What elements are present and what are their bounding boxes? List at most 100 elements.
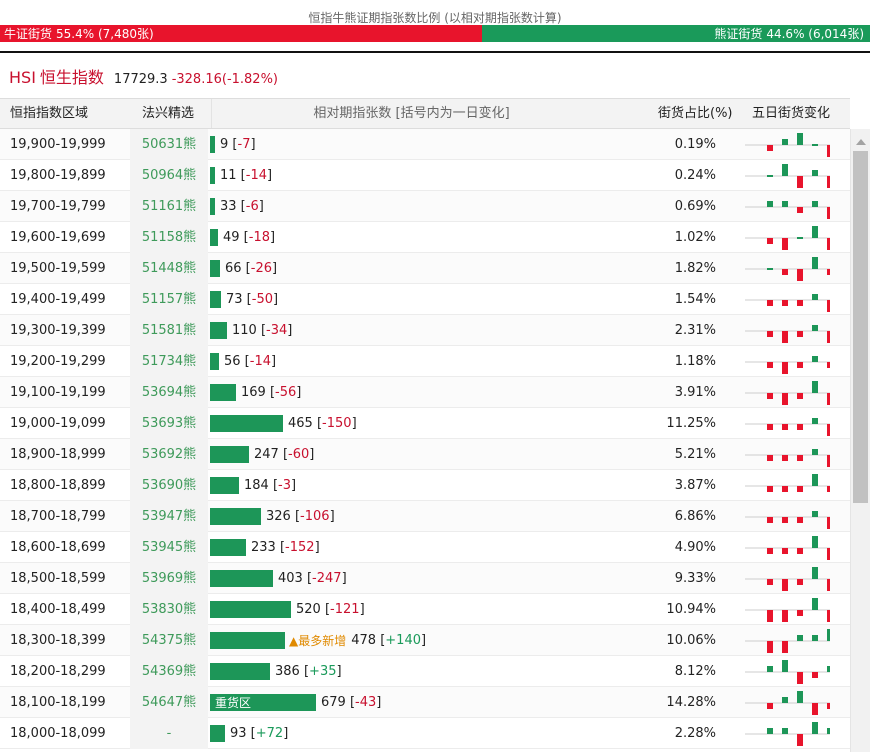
five-day-chart — [745, 160, 830, 191]
five-day-bar — [812, 511, 818, 517]
count-number: 679 — [321, 695, 346, 710]
five-day-bar — [767, 728, 773, 734]
five-day-bar — [767, 145, 773, 151]
count-value: 11 [-14] — [220, 168, 273, 183]
five-day-bar — [782, 139, 788, 145]
pick-link[interactable]: 54647熊 — [130, 687, 208, 718]
five-day-bar — [767, 331, 773, 337]
count-number: 110 — [232, 323, 257, 338]
count-bar-cell: 49 [-18] — [210, 229, 275, 246]
table-row: 19,600-19,699 51158熊 49 [-18] 1.02% — [0, 222, 850, 253]
scroll-up-arrow[interactable] — [856, 139, 866, 145]
five-day-bar — [827, 269, 830, 275]
pick-link[interactable]: 50631熊 — [130, 129, 208, 160]
index-code[interactable]: HSI — [9, 68, 36, 87]
five-day-bar — [767, 238, 773, 244]
range-cell: 19,200-19,299 — [10, 354, 106, 369]
count-bar-cell: 326 [-106] — [210, 508, 335, 525]
five-day-bar — [812, 418, 818, 424]
pick-link[interactable]: 53947熊 — [130, 501, 208, 532]
pick-link[interactable]: 53692熊 — [130, 439, 208, 470]
daily-change: -18 — [248, 230, 270, 245]
range-cell: 19,100-19,199 — [10, 385, 106, 400]
pick-link[interactable]: 50964熊 — [130, 160, 208, 191]
pick-link: - — [130, 718, 208, 749]
five-day-bar — [812, 598, 818, 610]
pick-link[interactable]: 51581熊 — [130, 315, 208, 346]
five-day-bar — [782, 300, 788, 306]
range-cell: 18,600-18,699 — [10, 540, 106, 555]
five-day-bar — [782, 424, 788, 430]
bear-percent: 44.6% (6,014张) — [766, 27, 864, 41]
count-number: 49 — [223, 230, 240, 245]
pick-link[interactable]: 53694熊 — [130, 377, 208, 408]
five-day-bar — [812, 703, 818, 715]
pick-link[interactable]: 51158熊 — [130, 222, 208, 253]
daily-change: -43 — [355, 695, 377, 710]
pick-link[interactable]: 51157熊 — [130, 284, 208, 315]
table-row: 19,700-19,799 51161熊 33 [-6] 0.69% — [0, 191, 850, 222]
five-day-chart — [745, 191, 830, 222]
count-bar — [210, 725, 225, 742]
daily-change: -121 — [330, 602, 360, 617]
table-row: 18,000-18,099 - 93 [+72] 2.28% — [0, 718, 850, 749]
daily-change: -14 — [249, 354, 271, 369]
count-bar-cell: 66 [-26] — [210, 260, 277, 277]
five-day-bar — [797, 610, 803, 616]
index-name[interactable]: 恒生指数 — [39, 68, 104, 87]
five-day-bar — [812, 567, 818, 579]
table-row: 18,600-18,699 53945熊 233 [-152] 4.90% — [0, 532, 850, 563]
count-bar-cell: 520 [-121] — [210, 601, 365, 618]
pick-link[interactable]: 51161熊 — [130, 191, 208, 222]
pick-link[interactable]: 53693熊 — [130, 408, 208, 439]
five-day-chart — [745, 222, 830, 253]
count-value: 110 [-34] — [232, 323, 293, 338]
pick-link[interactable]: 54369熊 — [130, 656, 208, 687]
percent-cell: 8.12% — [674, 664, 716, 679]
daily-change: -106 — [300, 509, 330, 524]
percent-cell: 2.31% — [674, 323, 716, 338]
five-day-bar — [797, 486, 803, 492]
scrollbar[interactable] — [850, 129, 870, 752]
five-day-bar — [767, 268, 773, 270]
five-day-bar — [797, 455, 803, 461]
five-day-chart — [745, 501, 830, 532]
five-day-bar — [797, 635, 803, 641]
pick-link[interactable]: 54375熊 — [130, 625, 208, 656]
count-number: 465 — [288, 416, 313, 431]
five-day-bar — [782, 486, 788, 492]
five-day-bar — [827, 393, 830, 405]
daily-change: -150 — [322, 416, 352, 431]
five-day-bar — [812, 356, 818, 362]
pick-link[interactable]: 53969熊 — [130, 563, 208, 594]
pick-link[interactable]: 53945熊 — [130, 532, 208, 563]
five-day-chart — [745, 718, 830, 749]
five-day-bar — [767, 362, 773, 368]
count-bar-cell: 247 [-60] — [210, 446, 314, 463]
five-day-bar — [827, 207, 830, 219]
five-day-bar — [797, 691, 803, 703]
count-bar — [210, 539, 246, 556]
count-value: 386 [+35] — [275, 664, 342, 679]
col-pick-header: 法兴精选 — [142, 106, 195, 121]
table-row: 19,000-19,099 53693熊 465 [-150] 11.25% — [0, 408, 850, 439]
five-day-bar — [827, 300, 830, 312]
table-row: 19,300-19,399 51581熊 110 [-34] 2.31% — [0, 315, 850, 346]
daily-change: -247 — [312, 571, 342, 586]
five-day-bar — [767, 579, 773, 585]
daily-change: -7 — [237, 137, 251, 152]
daily-change: -56 — [275, 385, 297, 400]
pick-link[interactable]: 51734熊 — [130, 346, 208, 377]
five-day-bar — [797, 393, 803, 399]
count-bar-cell: 9 [-7] — [210, 136, 256, 153]
pick-link[interactable]: 51448熊 — [130, 253, 208, 284]
five-day-bar — [827, 728, 830, 734]
pick-link[interactable]: 53830熊 — [130, 594, 208, 625]
scroll-thumb[interactable] — [853, 151, 868, 503]
pick-link[interactable]: 53690熊 — [130, 470, 208, 501]
index-change: -328.16(-1.82%) — [171, 72, 278, 87]
five-day-bar — [782, 238, 788, 250]
percent-cell: 4.90% — [674, 540, 716, 555]
daily-change: -152 — [285, 540, 315, 555]
bull-percent: 55.4% (7,480张) — [56, 27, 154, 41]
